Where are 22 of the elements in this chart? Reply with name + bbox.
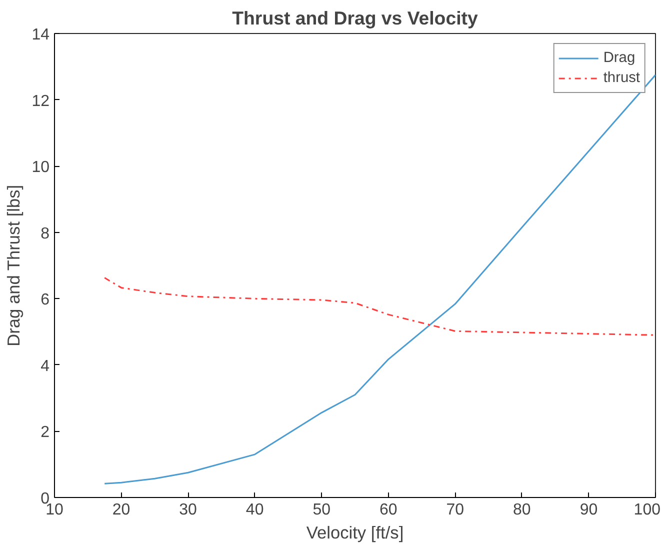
x-tick-label: 100	[634, 502, 661, 518]
x-tick-label: 20	[112, 502, 130, 518]
y-tick-label: 8	[40, 225, 50, 242]
x-tick-label: 90	[580, 502, 598, 518]
legend-label: thrust	[603, 70, 640, 86]
x-tick-label: 60	[379, 502, 398, 518]
y-tick-label: 10	[32, 159, 50, 176]
y-tick-label: 6	[40, 292, 50, 309]
legend-label: Drag	[603, 50, 636, 66]
y-tick-label: 12	[32, 92, 50, 110]
x-tick-label: 80	[513, 502, 531, 518]
chart-title: Thrust and Drag vs Velocity	[232, 8, 478, 28]
x-tick-label: 30	[179, 502, 198, 518]
line-series	[104, 277, 656, 336]
y-axis-title: Drag and Thrust [lbs]	[4, 184, 24, 346]
x-tick-label: 40	[246, 502, 264, 518]
y-tick-label: 4	[40, 358, 50, 375]
x-axis-title: Velocity [ft/s]	[306, 522, 404, 542]
x-tick-label: 50	[312, 502, 331, 518]
x-tick-label: 70	[446, 502, 464, 518]
y-tick-label: 14	[32, 26, 50, 44]
y-tick-label: 2	[40, 424, 50, 442]
